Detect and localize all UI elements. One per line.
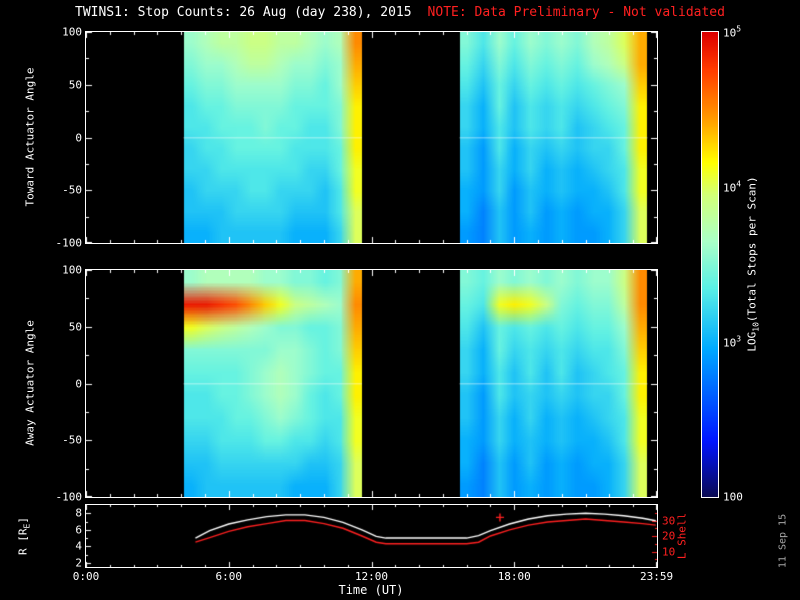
x-tick-label: 23:59 — [640, 570, 674, 583]
y-tick-label: 0 — [75, 377, 82, 390]
x-tick-label: 18:00 — [497, 570, 531, 583]
y-tick-label: -50 — [62, 183, 82, 197]
y-tick-label: 50 — [68, 78, 82, 92]
y-tick-label: 100 — [62, 263, 82, 277]
colorbar-tick-exp: 3 — [736, 334, 742, 344]
creation-date-watermark: 11 Sep 15 — [777, 513, 789, 569]
colorbar-tick-label: 105 — [723, 24, 742, 40]
colorbar-title-sub: 10 — [751, 322, 761, 332]
plot-title: TWINS1: Stop Counts: 26 Aug (day 238), 2… — [75, 5, 412, 20]
lshell-tick-label: 30 — [662, 514, 676, 527]
r-tick-label: 4 — [75, 539, 82, 553]
colorbar-title: LOG10(Total Stops per Scan) — [745, 176, 760, 351]
r-tick-label: 8 — [75, 506, 82, 520]
colorbar-title-prefix: LOG — [745, 331, 759, 352]
colorbar-tick-exp: 5 — [736, 24, 742, 34]
y-tick-label: -100 — [55, 490, 83, 504]
lshell-tick-label: 20 — [662, 529, 676, 543]
lshell-axis-label: L Shell — [675, 512, 689, 560]
colorbar — [701, 31, 719, 498]
colorbar-tick-base: 10 — [723, 26, 737, 40]
preliminary-note: NOTE: Data Preliminary - Not validated — [427, 5, 725, 20]
toward-heatmap-canvas — [86, 32, 657, 243]
colorbar-title-suffix: (Total Stops per Scan) — [745, 176, 759, 323]
colorbar-tick-base: 10 — [723, 336, 737, 350]
toward-axis-label: Toward Actuator Angle — [23, 67, 37, 207]
heatmap-panel-away — [85, 269, 658, 498]
r-tick-label: 6 — [75, 523, 82, 537]
r-axis-label-suffix: ] — [16, 517, 30, 524]
x-tick-label: 12:00 — [354, 570, 389, 583]
heatmap-panel-toward — [85, 31, 658, 244]
colorbar-tick-label: 100 — [723, 492, 743, 503]
lshell-tick-label: 10 — [662, 545, 676, 558]
y-tick-label: -100 — [55, 236, 83, 250]
colorbar-tick-base: 10 — [723, 181, 737, 195]
y-tick-label: 100 — [62, 25, 82, 39]
r-axis-label-sub: E — [22, 523, 32, 529]
x-tick-label: 6:00 — [215, 570, 243, 583]
r-axis-label-prefix: R [R — [16, 528, 30, 555]
y-tick-label: 0 — [75, 131, 82, 144]
title-row: TWINS1: Stop Counts: 26 Aug (day 238), 2… — [75, 5, 725, 20]
y-tick-label: -50 — [62, 433, 82, 447]
time-axis-label: Time (UT) — [338, 583, 404, 597]
away-heatmap-canvas — [86, 270, 657, 497]
away-axis-label: Away Actuator Angle — [23, 320, 37, 446]
x-tick-label: 0:00 — [72, 570, 100, 583]
colorbar-tick-label: 104 — [723, 179, 742, 195]
colorbar-tick-base: 100 — [723, 490, 743, 504]
r-tick-label: 2 — [75, 556, 82, 570]
orbit-line-panel — [85, 504, 658, 568]
y-tick-label: 50 — [68, 320, 82, 334]
colorbar-tick-label: 103 — [723, 334, 742, 350]
r-axis-label: R [RE] — [16, 517, 31, 555]
orbit-line-canvas — [86, 505, 657, 567]
colorbar-tick-exp: 4 — [736, 179, 742, 189]
